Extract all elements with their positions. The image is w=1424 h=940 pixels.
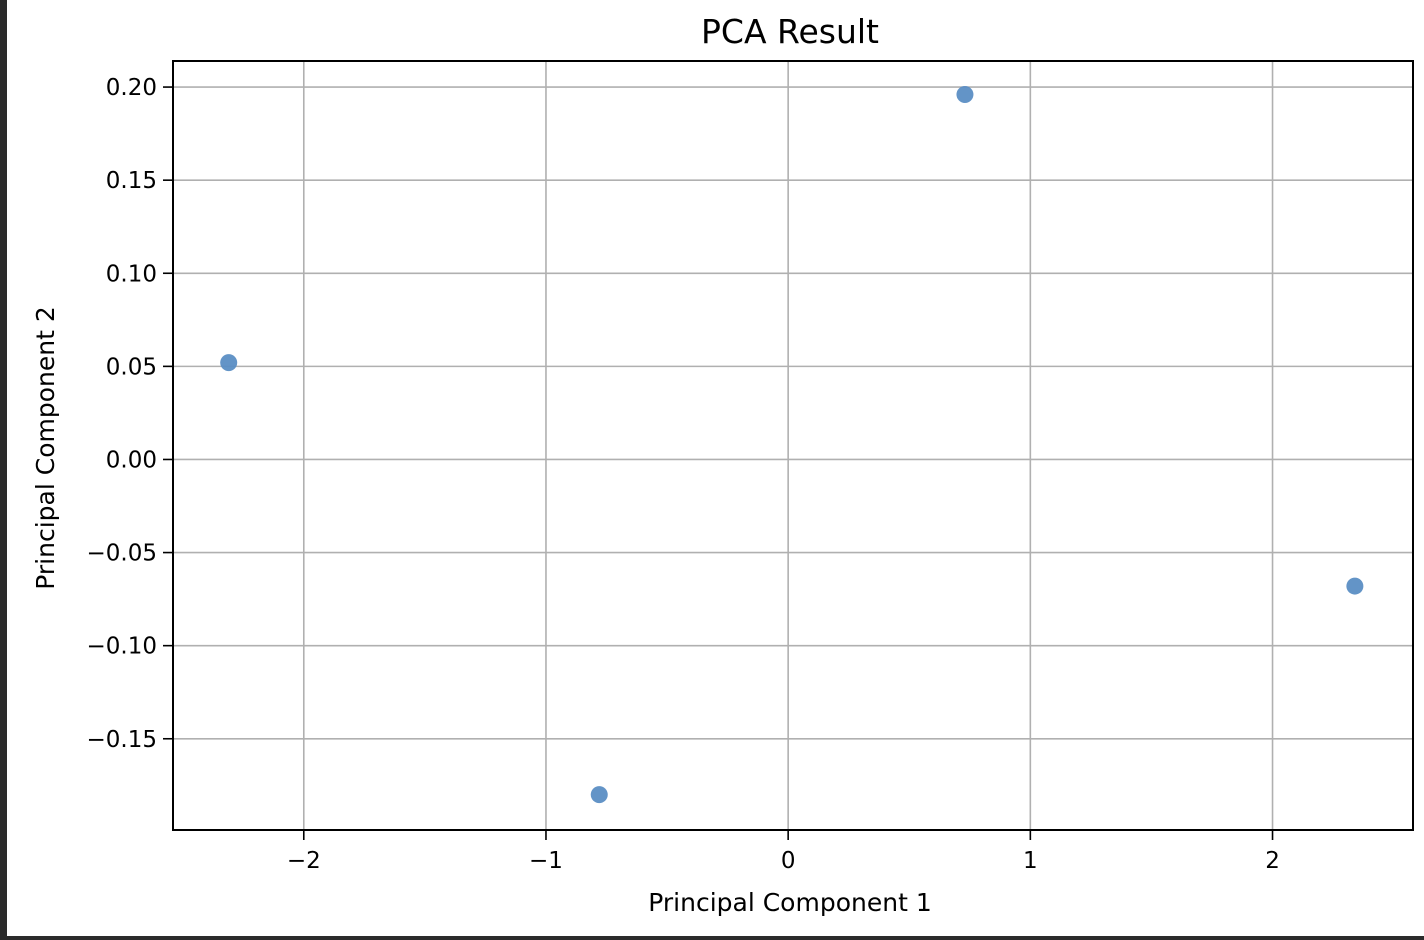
y-axis-ticks: 0.20 0.15 0.10 0.05 0.00 −0.05 −0.10 −0.15 xyxy=(87,75,173,753)
x-axis-ticks: −2 −1 0 1 2 xyxy=(287,830,1280,874)
x-tick-label: 0 xyxy=(781,848,796,874)
data-points xyxy=(220,86,1364,804)
scatter-point xyxy=(220,354,238,372)
y-tick-label: 0.00 xyxy=(106,447,157,473)
y-tick-label: 0.15 xyxy=(106,168,157,194)
y-tick-label: −0.15 xyxy=(87,727,157,753)
x-tick-label: 2 xyxy=(1265,848,1280,874)
scatter-chart: PCA Result −2 −1 0 1 2 0.20 0.15 0.10 0.05 0.00 −… xyxy=(31,12,1414,917)
scatter-point xyxy=(590,786,608,804)
y-axis-label: Principal Component 2 xyxy=(31,306,60,589)
scatter-point xyxy=(956,86,974,104)
chart-title: PCA Result xyxy=(701,12,879,51)
x-tick-label: 1 xyxy=(1023,848,1038,874)
figure-frame: PCA Result −2 −1 0 1 2 0.20 0.15 0.10 0.05 0.00 −… xyxy=(7,0,1424,936)
y-tick-label: −0.10 xyxy=(87,634,157,660)
x-tick-label: −2 xyxy=(287,848,321,874)
y-tick-label: 0.10 xyxy=(106,261,157,287)
scatter-point xyxy=(1346,577,1364,595)
y-tick-label: −0.05 xyxy=(87,541,157,567)
x-tick-label: −1 xyxy=(529,848,563,874)
y-tick-label: 0.20 xyxy=(106,75,157,101)
grid-lines xyxy=(173,61,1413,830)
y-tick-label: 0.05 xyxy=(106,354,157,380)
x-axis-label: Principal Component 1 xyxy=(648,888,931,917)
plot-area-frame xyxy=(172,60,1414,831)
